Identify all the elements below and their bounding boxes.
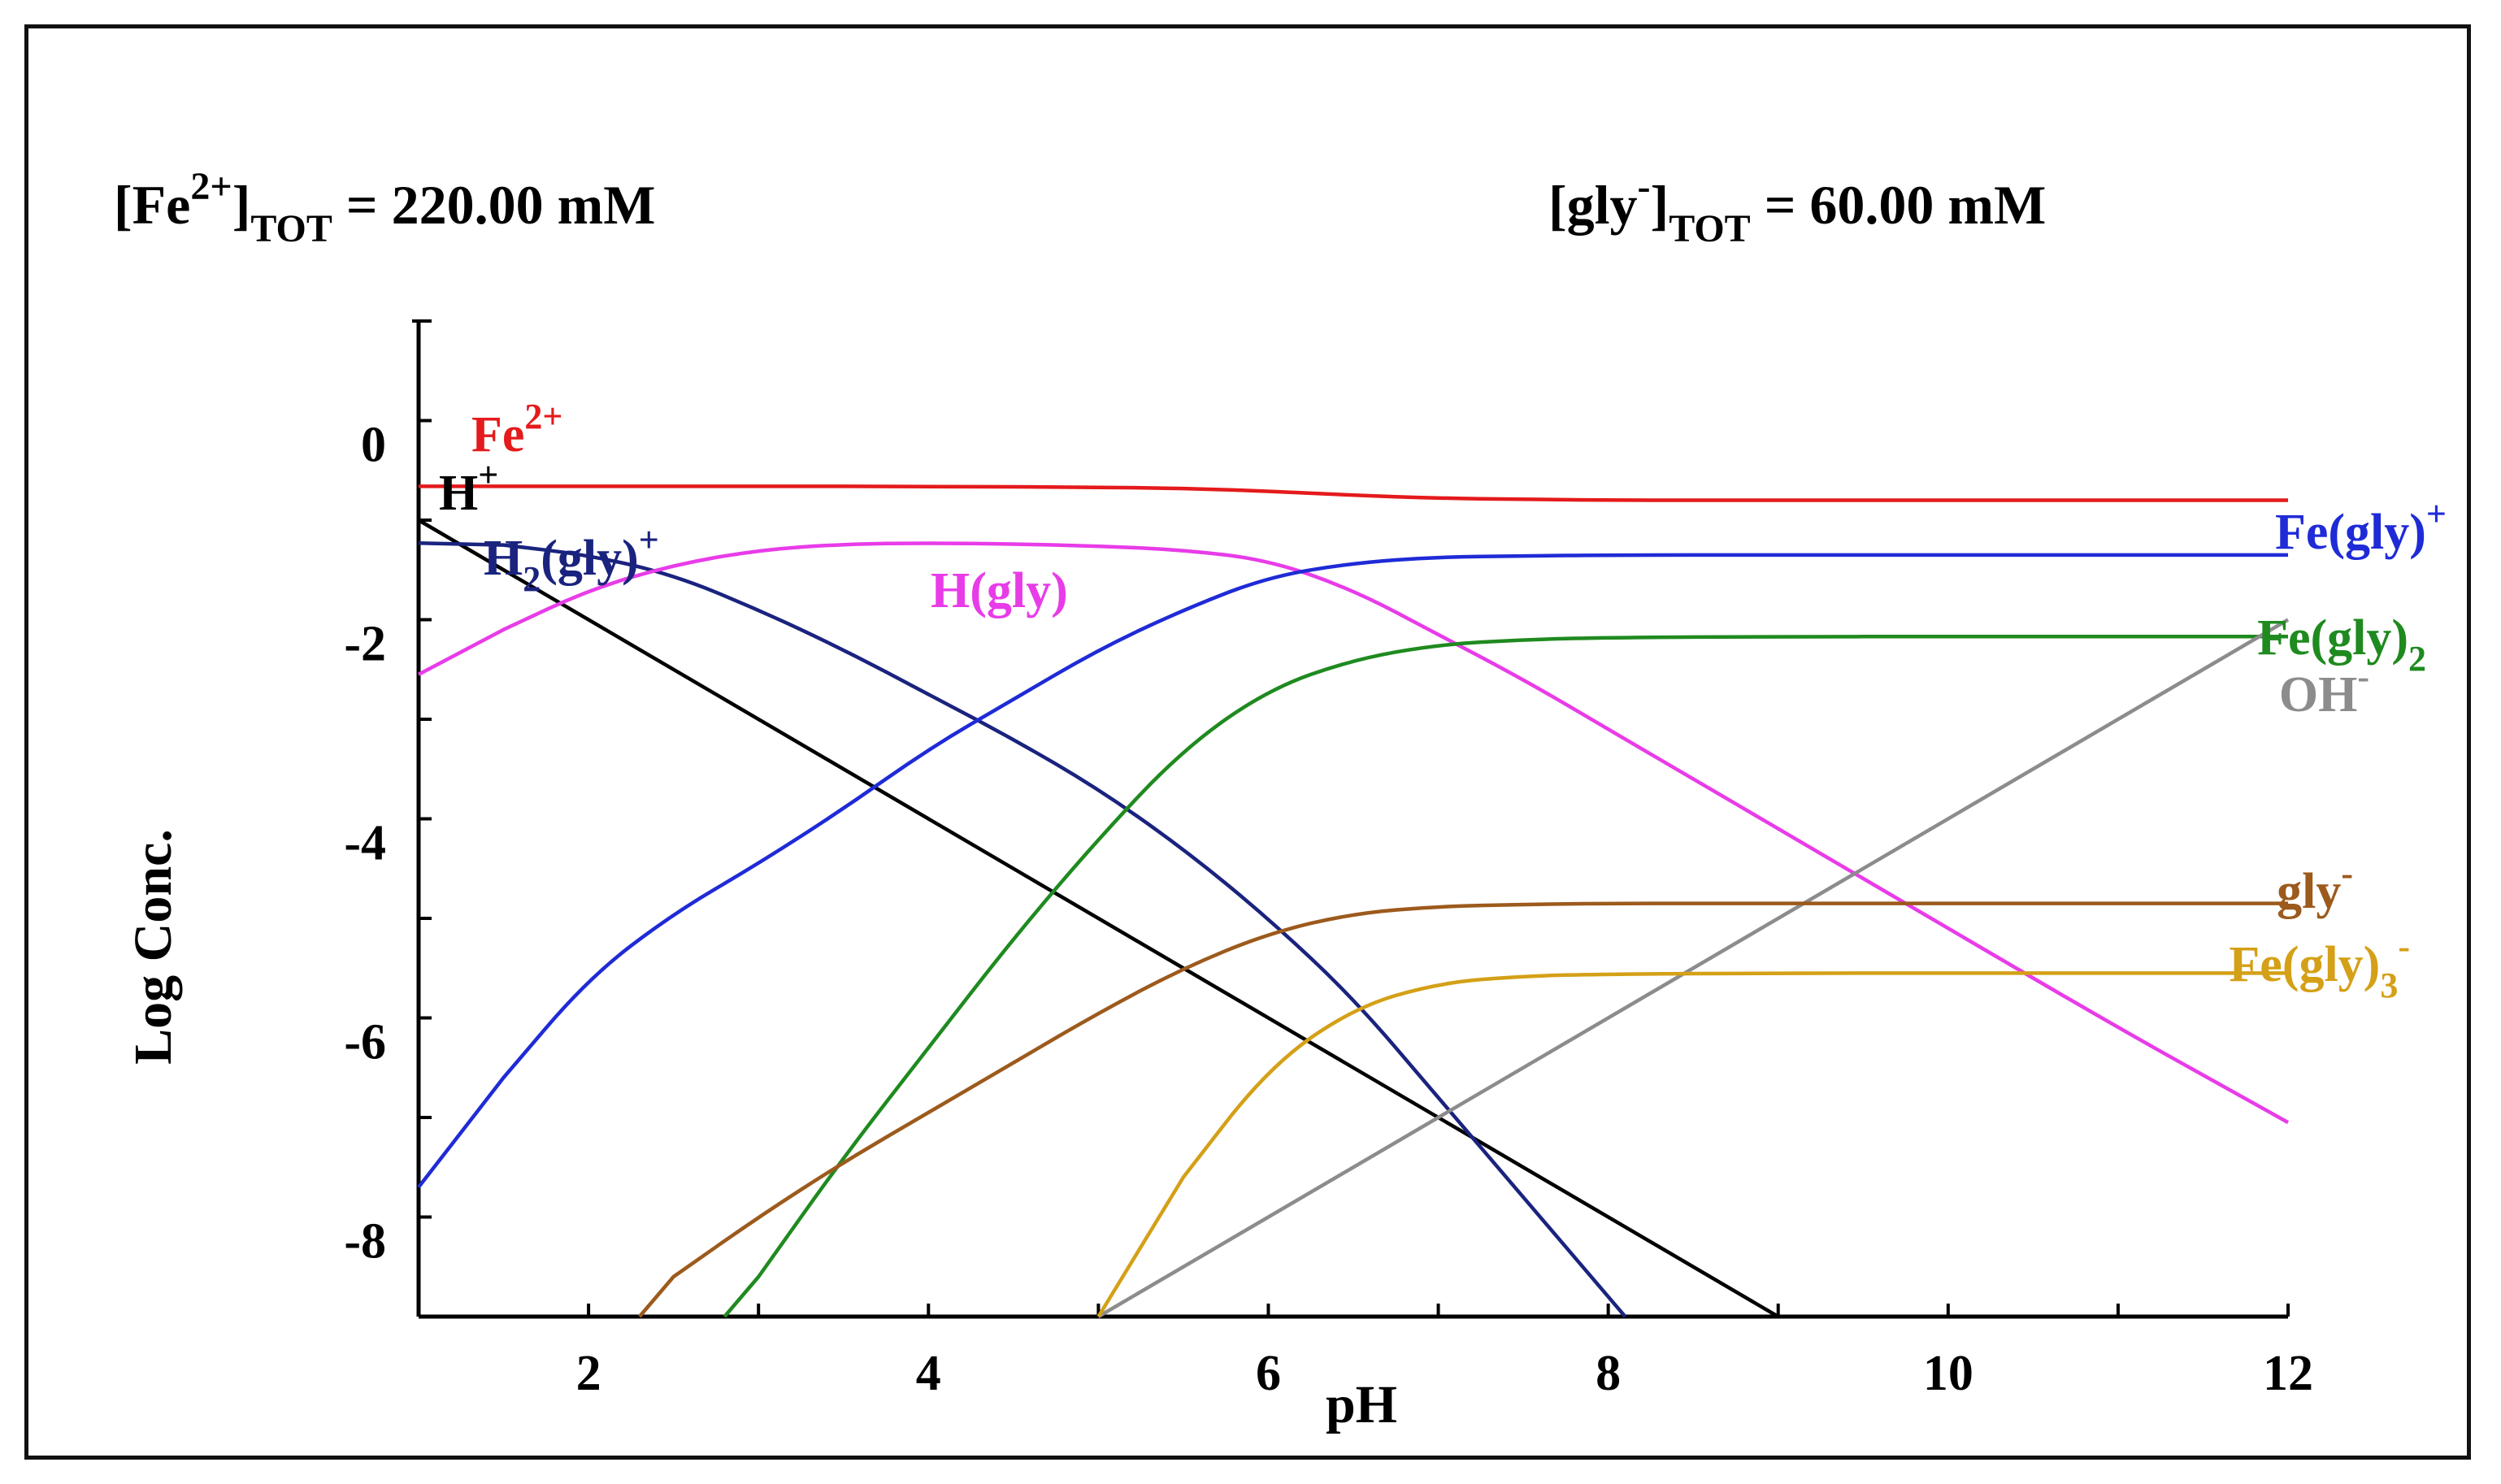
x-tick-label: 2 [576, 1346, 601, 1401]
series-label-H2(gly)+: H2(gly)+ [484, 520, 659, 599]
y-tick-label: -4 [344, 816, 386, 871]
series-line-gly- [638, 901, 2288, 1318]
series-label-Fe(gly)+: Fe(gly)+ [2275, 494, 2447, 560]
y-axis-label: Log Conc. [124, 829, 183, 1065]
y-tick-label: -6 [344, 1015, 386, 1070]
x-tick-label: 6 [1256, 1346, 1281, 1401]
series-line-Fe(gly)+ [417, 553, 2288, 1189]
series-line-H2(gly)+ [418, 540, 1627, 1318]
series-labels: Fe2+H+H2(gly)+ H(gly) Fe(gly)+ Fe(gly)2OH-g… [439, 397, 2447, 1005]
series-label-gly-: gly- [2277, 853, 2353, 919]
series-line-Fe2+ [419, 484, 2288, 502]
series-label-Fe2+: Fe2+ [471, 397, 562, 462]
series-line-Fe(gly)2 [723, 635, 2288, 1318]
y-tick-label: 0 [361, 418, 386, 473]
x-tick-label: 12 [2263, 1346, 2313, 1401]
axes: 2 4 6 8 10 12 0 -2 -4 -6 -8 [344, 319, 2313, 1401]
y-tick-label: -2 [344, 617, 386, 672]
series-line-OH- [1097, 618, 2290, 1318]
series-label-H(gly): H(gly) [931, 563, 1068, 618]
x-tick-label: 8 [1596, 1346, 1621, 1401]
figure-frame: [Fe2+]TOT = 220.00 mM [gly-]TOT = 60.00 … [24, 24, 2471, 1460]
series-label-Fe(gly)2: Fe(gly)2 [2257, 610, 2426, 679]
x-tick-label: 4 [916, 1346, 941, 1401]
y-tick-label: -8 [344, 1214, 386, 1269]
series-label-Fe(gly)3-: Fe(gly)3- [2229, 926, 2410, 1005]
series-layer [417, 484, 2290, 1318]
series-line-H(gly) [417, 541, 2290, 1125]
x-axis-label: pH [1326, 1375, 1397, 1434]
series-line-Fe(gly)3- [1096, 971, 2288, 1318]
chart: [Fe2+]TOT = 220.00 mM [gly-]TOT = 60.00 … [114, 165, 2447, 1434]
series-label-OH-: OH- [2279, 657, 2369, 722]
x-tick-label: 10 [1923, 1346, 1973, 1401]
series-label-H+: H+ [439, 455, 498, 521]
fe-total-label: [Fe2+]TOT = 220.00 mM [114, 165, 655, 250]
series-line-H+ [417, 519, 1779, 1318]
gly-total-label: [gly-]TOT = 60.00 mM [1548, 165, 2046, 250]
